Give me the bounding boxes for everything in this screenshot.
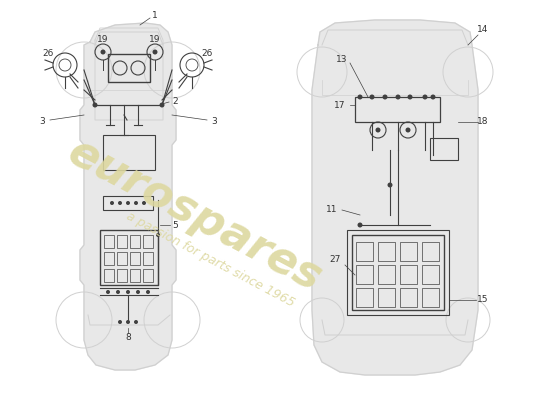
Bar [356,265,373,284]
Circle shape [142,201,146,205]
Circle shape [358,222,362,228]
Text: 19: 19 [97,36,109,44]
Text: 3: 3 [211,118,217,126]
Circle shape [358,94,362,100]
Bar [100,230,158,285]
Circle shape [388,182,393,188]
Bar [378,288,395,307]
Circle shape [118,320,122,324]
Circle shape [376,128,381,132]
Text: 15: 15 [477,296,489,304]
Bar [355,97,440,122]
Bar [400,242,417,261]
Text: a passion for parts since 1965: a passion for parts since 1965 [124,210,296,310]
Text: 14: 14 [477,26,489,34]
Bar [347,230,449,315]
Bar [117,235,127,248]
Text: eurospares: eurospares [60,130,329,300]
Bar [356,242,373,261]
Bar [104,269,114,282]
Bar [352,235,444,310]
Circle shape [116,290,120,294]
Text: 1: 1 [152,12,158,20]
Circle shape [136,290,140,294]
Bar [103,196,153,210]
Text: 8: 8 [125,334,131,342]
Text: 17: 17 [334,100,346,110]
Circle shape [408,94,412,100]
Circle shape [106,290,110,294]
Bar [143,235,153,248]
Text: 19: 19 [149,36,161,44]
Bar [130,252,140,265]
Polygon shape [312,20,478,375]
Bar [356,288,373,307]
Text: 26: 26 [42,48,54,58]
Bar [104,252,114,265]
Circle shape [160,102,164,108]
Circle shape [382,94,388,100]
Bar [430,138,458,160]
Text: 18: 18 [477,118,489,126]
Circle shape [126,320,130,324]
Bar [117,269,127,282]
Bar [117,252,127,265]
Bar [422,242,439,261]
Circle shape [146,290,150,294]
Circle shape [134,320,138,324]
Text: 2: 2 [172,98,178,106]
Bar [143,269,153,282]
Circle shape [405,128,410,132]
Text: 3: 3 [39,118,45,126]
Circle shape [101,50,106,54]
Circle shape [422,94,427,100]
Bar [422,265,439,284]
Circle shape [126,201,130,205]
Circle shape [152,50,157,54]
Circle shape [110,201,114,205]
Bar [378,242,395,261]
Bar [422,288,439,307]
Bar [143,252,153,265]
Bar [130,235,140,248]
Bar [130,269,140,282]
Bar [103,135,155,170]
Circle shape [156,233,160,237]
Circle shape [126,290,130,294]
Polygon shape [80,23,176,370]
Bar [108,54,150,82]
Circle shape [118,201,122,205]
Text: 11: 11 [326,206,338,214]
Text: 13: 13 [336,56,348,64]
Circle shape [395,94,400,100]
Text: 5: 5 [172,220,178,230]
Circle shape [370,94,375,100]
Bar [400,288,417,307]
Bar [400,265,417,284]
Bar [104,235,114,248]
Circle shape [92,102,97,108]
Text: 27: 27 [329,256,340,264]
Circle shape [431,94,436,100]
Text: 26: 26 [201,48,213,58]
Circle shape [134,201,138,205]
Bar [378,265,395,284]
